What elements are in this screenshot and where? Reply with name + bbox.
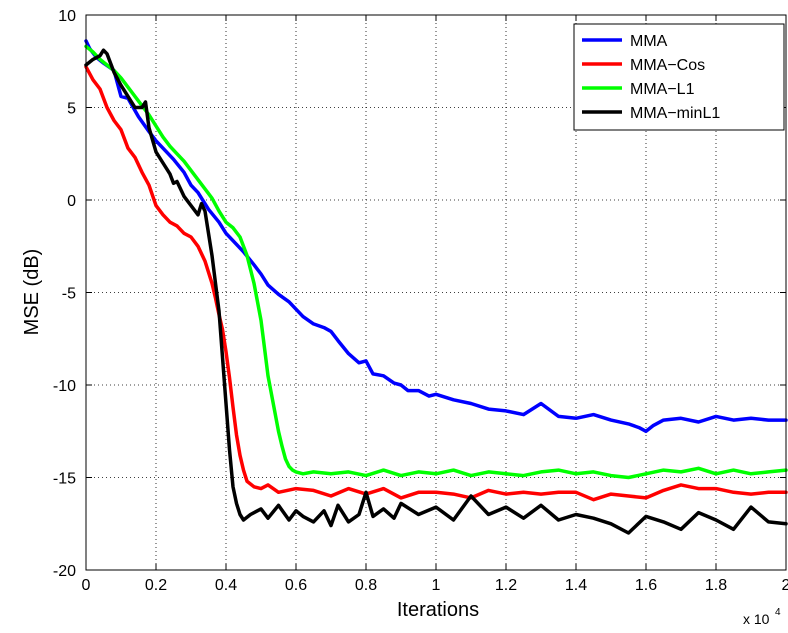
x-tick-label: 0.8: [355, 577, 377, 594]
x-scale-multiplier: x 10: [743, 611, 770, 627]
series-layer: [84, 39, 788, 535]
y-tick-label: -10: [53, 378, 76, 395]
x-tick-label: 0.2: [145, 577, 167, 594]
y-tick-label: -5: [62, 286, 76, 303]
x-tick-label: 0.6: [285, 577, 307, 594]
legend-label: MMA−L1: [630, 81, 695, 98]
y-tick-label: -20: [53, 563, 76, 580]
x-tick-labels: 0 0.2 0.4 0.6 0.8 1 1.2 1.4 1.6 1.8 2: [82, 577, 788, 594]
y-tick-label: 0: [67, 193, 76, 210]
y-axis-label: MSE (dB): [21, 249, 43, 336]
x-axis-label: Iterations: [397, 599, 479, 621]
x-tick-label: 1.8: [705, 577, 727, 594]
x-tick-label: 0.4: [215, 577, 237, 594]
x-tick-label: 1.6: [635, 577, 657, 594]
y-tick-labels: 10 5 0 -5 -10 -15 -20: [53, 8, 76, 580]
legend-label: MMA: [630, 33, 668, 50]
x-tick-label: 1.2: [495, 577, 517, 594]
x-tick-label: 2: [782, 577, 788, 594]
legend-label: MMA−Cos: [630, 57, 705, 74]
x-scale-exponent: 4: [775, 607, 781, 618]
x-tick-label: 1: [432, 577, 441, 594]
series-line-3: [84, 44, 788, 480]
series-line-4: [84, 48, 788, 535]
x-tick-label: 0: [82, 577, 91, 594]
legend: MMA MMA−Cos MMA−L1 MMA−minL1: [573, 23, 785, 131]
y-tick-label: -15: [53, 471, 76, 488]
x-tick-label: 1.4: [565, 577, 587, 594]
legend-label: MMA−minL1: [630, 105, 720, 122]
y-tick-label: 10: [58, 8, 76, 25]
series-line-1: [84, 39, 788, 434]
series-line-2: [84, 65, 788, 502]
axis-ticks: [85, 14, 787, 571]
y-tick-label: 5: [67, 101, 76, 118]
